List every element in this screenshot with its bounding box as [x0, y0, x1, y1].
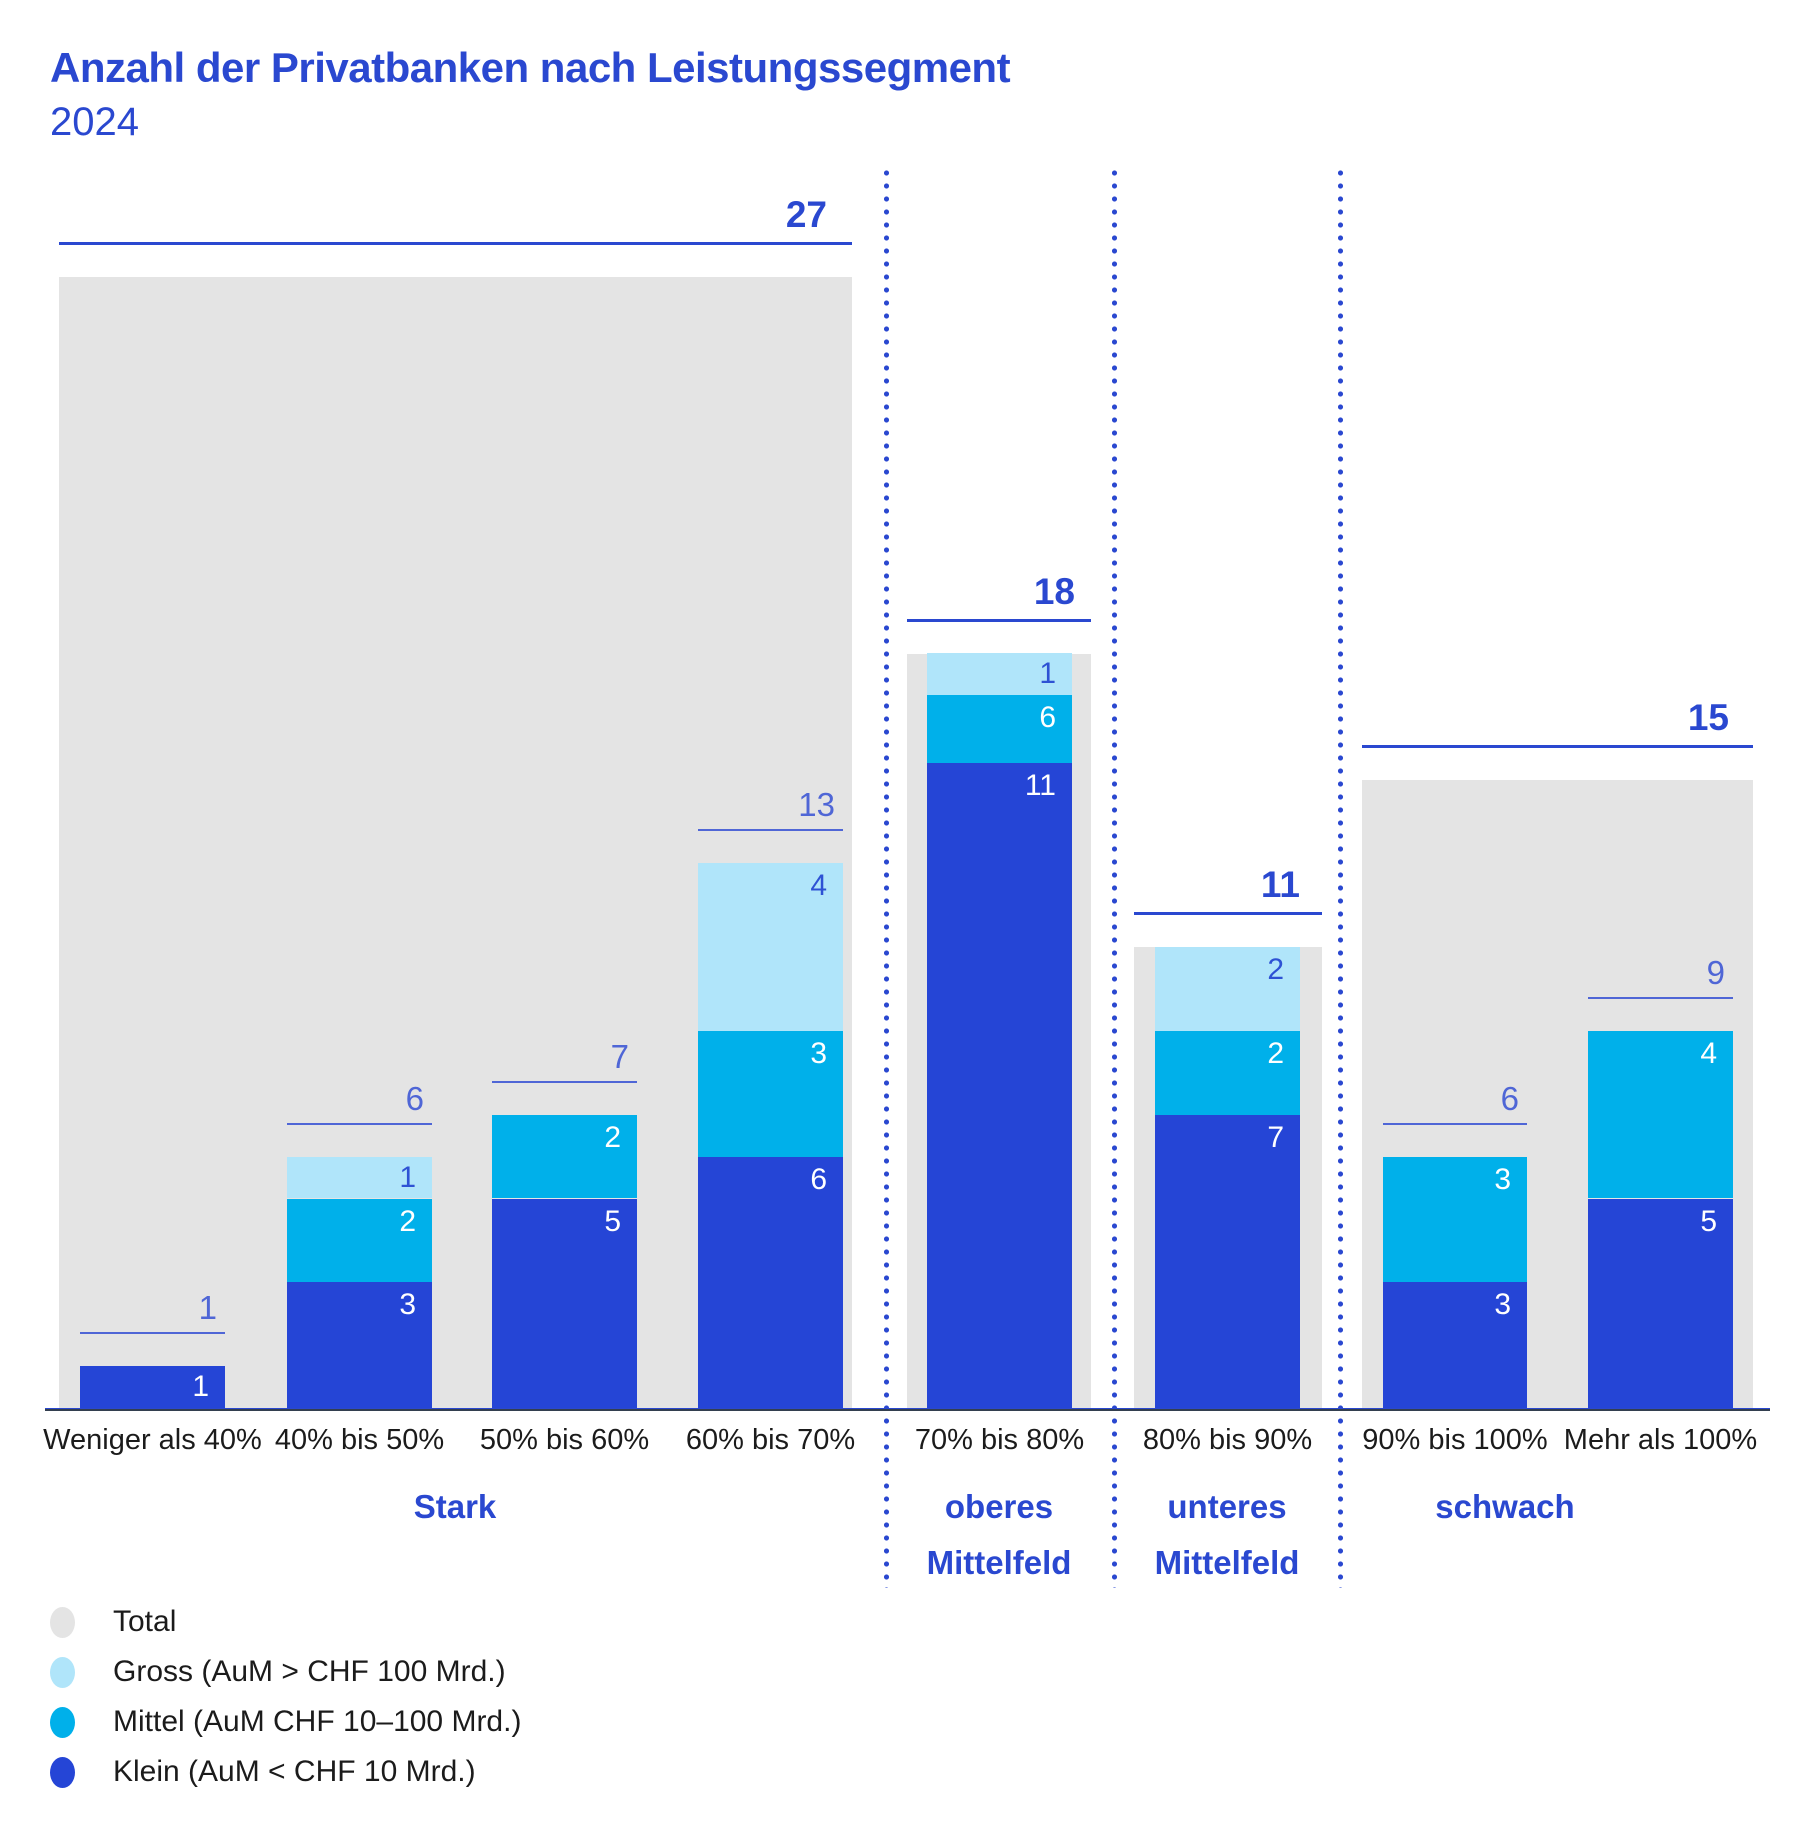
- bar-segment: [698, 1030, 843, 1157]
- bar-value: 2: [604, 1120, 621, 1154]
- x-axis-label: 50% bis 60%: [479, 1424, 650, 1456]
- bar-value: 1: [1039, 657, 1056, 690]
- axis-line: [45, 1408, 1770, 1411]
- group-total: 18: [1033, 570, 1075, 612]
- bar-segment: [287, 1282, 432, 1408]
- column-total: 6: [1500, 1079, 1519, 1117]
- legend-swatch-icon: [50, 1656, 75, 1688]
- segment-label: Mittelfeld: [926, 1544, 1072, 1581]
- bar-value: 1: [192, 1370, 209, 1404]
- group-total: 15: [1687, 696, 1729, 738]
- bar-value: 11: [1024, 769, 1056, 802]
- column-total: 13: [798, 786, 835, 824]
- column-total-line: [492, 1080, 637, 1083]
- bar-segment: [1155, 947, 1300, 1031]
- x-axis-label: 40% bis 50%: [274, 1424, 445, 1456]
- bar-segment: [1383, 1156, 1527, 1283]
- bar-value: 5: [1700, 1204, 1717, 1238]
- bar-segment: [1155, 1114, 1300, 1408]
- bar-segment: [927, 695, 1072, 763]
- column-total-line: [1383, 1122, 1527, 1125]
- bar-value: 6: [1039, 701, 1056, 734]
- bar-segment: [80, 1366, 225, 1408]
- bar-value: 3: [1494, 1288, 1511, 1322]
- page-subtitle: 2024: [50, 100, 139, 144]
- column-total: 7: [610, 1037, 629, 1075]
- column-total-line: [1588, 996, 1733, 999]
- column-total: 6: [405, 1079, 424, 1117]
- bar-segment: [1588, 1030, 1733, 1199]
- group-total-line: [1134, 912, 1322, 916]
- bar-value: 2: [1267, 1036, 1284, 1070]
- bar-value: 3: [1494, 1162, 1511, 1196]
- legend-item: Klein (AuM < CHF 10 Mrd.): [50, 1750, 476, 1794]
- bar-value: 5: [604, 1204, 621, 1238]
- x-axis-label: Mehr als 100%: [1563, 1424, 1758, 1456]
- bar-segment: [927, 653, 1072, 695]
- column-total: 9: [1706, 953, 1725, 991]
- group-total: 27: [785, 193, 827, 235]
- legend-label: Gross (AuM > CHF 100 Mrd.): [113, 1655, 506, 1688]
- bar-segment: [698, 1156, 843, 1408]
- segment-label: unteres: [1167, 1488, 1287, 1525]
- bar-value: 3: [399, 1288, 416, 1322]
- legend-swatch-icon: [50, 1606, 75, 1638]
- bar-value: 3: [810, 1036, 827, 1070]
- column-total: 1: [198, 1289, 217, 1327]
- bar-segment: [492, 1198, 637, 1408]
- bar-value: 4: [810, 869, 827, 903]
- bar-segment: [927, 763, 1072, 1408]
- group-total-line: [1362, 744, 1753, 748]
- legend-label: Total: [113, 1605, 177, 1638]
- page-title: Anzahl der Privatbanken nach Leistungsse…: [50, 44, 1011, 91]
- x-axis-label: Weniger als 40%: [43, 1424, 262, 1456]
- bar-segment: [287, 1198, 432, 1283]
- bar-value: 6: [810, 1162, 827, 1196]
- bar-value: 1: [399, 1160, 416, 1194]
- group-total: 11: [1260, 864, 1300, 906]
- bar-value: 7: [1267, 1120, 1284, 1154]
- segment-label: Mittelfeld: [1154, 1544, 1300, 1581]
- bar-segment: [698, 863, 843, 1031]
- group-total-line: [59, 241, 852, 245]
- x-axis-label: 90% bis 100%: [1362, 1424, 1548, 1456]
- segment-label: schwach: [1435, 1488, 1575, 1525]
- column-total-line: [698, 829, 843, 832]
- column-total-line: [287, 1122, 432, 1125]
- x-axis-label: 60% bis 70%: [685, 1424, 856, 1456]
- legend-item: Gross (AuM > CHF 100 Mrd.): [50, 1650, 506, 1694]
- legend-swatch-icon: [50, 1706, 75, 1738]
- bar-segment: [1383, 1282, 1527, 1408]
- x-axis-label: 70% bis 80%: [914, 1424, 1085, 1456]
- separator-dotted-line: [1112, 168, 1117, 1588]
- legend-label: Mittel (AuM CHF 10–100 Mrd.): [113, 1705, 522, 1738]
- segment-label: Stark: [413, 1488, 497, 1525]
- segment-label: oberes: [944, 1488, 1054, 1525]
- legend-label: Klein (AuM < CHF 10 Mrd.): [113, 1755, 476, 1788]
- bar-segment: [1155, 1030, 1300, 1115]
- legend-swatch-icon: [50, 1756, 75, 1788]
- bar-value: 2: [399, 1204, 416, 1238]
- x-axis-label: 80% bis 90%: [1142, 1424, 1313, 1456]
- bar-value: 2: [1267, 953, 1284, 987]
- bar-segment: [287, 1156, 432, 1199]
- column-total-line: [80, 1332, 225, 1335]
- bar-segment: [1588, 1198, 1733, 1408]
- separator-dotted-line: [1338, 168, 1343, 1588]
- legend-item: Mittel (AuM CHF 10–100 Mrd.): [50, 1700, 521, 1744]
- bar-segment: [492, 1114, 637, 1199]
- separator-dotted-line: [884, 168, 889, 1588]
- legend-item: Total: [50, 1600, 176, 1644]
- group-total-line: [907, 618, 1091, 622]
- bar-value: 4: [1700, 1036, 1717, 1070]
